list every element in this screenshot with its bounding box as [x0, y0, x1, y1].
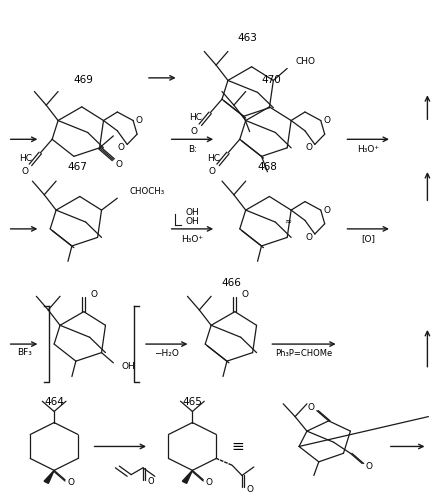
- Text: O: O: [305, 143, 312, 152]
- Text: O: O: [118, 143, 125, 152]
- Text: 463: 463: [238, 33, 258, 43]
- Text: O: O: [116, 160, 123, 170]
- Text: Ph₃P=CHOMe: Ph₃P=CHOMe: [275, 349, 332, 358]
- Text: O: O: [136, 116, 142, 125]
- Text: O: O: [21, 167, 28, 176]
- Text: O: O: [323, 116, 330, 125]
- Text: O: O: [366, 462, 372, 471]
- Text: O: O: [307, 403, 314, 412]
- Text: BF₃: BF₃: [17, 348, 32, 357]
- Polygon shape: [182, 470, 192, 483]
- Text: O: O: [305, 233, 312, 242]
- Text: CHO: CHO: [295, 57, 315, 66]
- Text: O: O: [209, 167, 216, 176]
- Text: O: O: [90, 290, 97, 299]
- Text: 468: 468: [258, 162, 277, 173]
- Text: −H₂O: −H₂O: [154, 349, 179, 358]
- Text: O: O: [67, 478, 74, 487]
- Text: O: O: [206, 478, 213, 487]
- Text: O: O: [148, 477, 154, 486]
- Text: O: O: [241, 290, 248, 299]
- Text: O: O: [191, 127, 198, 136]
- Text: HC: HC: [207, 153, 220, 162]
- Text: 470: 470: [262, 74, 281, 85]
- Text: 465: 465: [182, 397, 202, 407]
- Text: HC: HC: [20, 153, 32, 162]
- Polygon shape: [44, 470, 54, 483]
- Text: [O]: [O]: [361, 234, 375, 243]
- Text: ≈: ≈: [283, 216, 291, 225]
- Text: H₃O⁺: H₃O⁺: [181, 234, 203, 243]
- Text: B:: B:: [188, 145, 197, 154]
- Text: HC: HC: [189, 114, 202, 122]
- Text: 467: 467: [68, 162, 88, 173]
- Text: OH: OH: [186, 208, 199, 217]
- Text: 464: 464: [44, 397, 64, 407]
- Text: 469: 469: [74, 74, 94, 85]
- Text: ≡: ≡: [231, 439, 244, 454]
- Text: CHOCH₃: CHOCH₃: [129, 187, 165, 196]
- Text: O: O: [247, 484, 253, 493]
- Text: H₃O⁺: H₃O⁺: [357, 145, 379, 154]
- Text: O: O: [323, 206, 330, 215]
- Text: OH: OH: [121, 362, 135, 371]
- Text: 466: 466: [221, 278, 241, 288]
- Text: OH: OH: [186, 217, 199, 226]
